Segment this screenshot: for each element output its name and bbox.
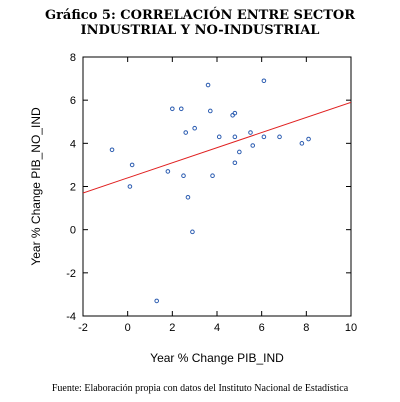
data-point [232,160,238,166]
data-point [216,134,222,140]
data-point [261,78,267,84]
data-point [178,106,184,112]
data-point [185,194,191,200]
data-point [299,141,305,146]
data-point [210,173,215,179]
data-point [205,82,211,88]
data-point [181,173,186,179]
data-point [127,184,133,189]
data-point [129,162,135,168]
data-point [190,229,195,235]
data-point [232,134,238,140]
x-axis-label: Year % Change PIB_IND [150,351,284,365]
plot-frame [82,56,352,317]
data-point [165,169,171,174]
x-tick-label: 2 [169,322,175,334]
y-tick-label: -4 [66,311,76,323]
chart-title-line-1: Gráfico 5: CORRELACIÓN ENTRE SECTOR [44,8,356,23]
data-point [170,106,175,112]
y-tick-label: 6 [70,95,76,107]
data-point [183,130,189,135]
data-point [277,134,282,140]
data-point [208,108,213,114]
source-footnote: Fuente: Elaboración propia con datos del… [51,383,349,394]
y-tick-label: 0 [70,225,76,237]
y-axis-label: Year % Change PIB_NO_IND [29,107,43,266]
data-point [237,149,242,155]
x-tick-label: 10 [345,322,357,334]
data-point [248,130,253,135]
y-tick-label: 4 [70,138,76,150]
data-point [154,298,159,304]
y-tick-label: 8 [70,52,76,64]
x-tick-label: 6 [259,322,265,334]
chart-title: Gráfico 5: CORRELACIÓN ENTRE SECTOR INDU… [0,8,400,38]
x-tick-label: 8 [303,322,309,334]
data-point [192,125,197,131]
y-tick-label: -2 [66,268,76,280]
data-point [250,143,256,148]
x-tick-label: 4 [214,322,220,334]
x-tick-label: -2 [78,322,88,334]
regression-line [83,101,351,194]
chart-title-line-2: INDUSTRIAL Y NO-INDUSTRIAL [80,23,320,38]
data-point [109,147,115,153]
data-point [306,136,311,142]
data-point [261,134,267,140]
data-point [232,110,238,116]
x-tick-label: 0 [125,322,131,334]
y-tick-label: 2 [70,182,76,194]
